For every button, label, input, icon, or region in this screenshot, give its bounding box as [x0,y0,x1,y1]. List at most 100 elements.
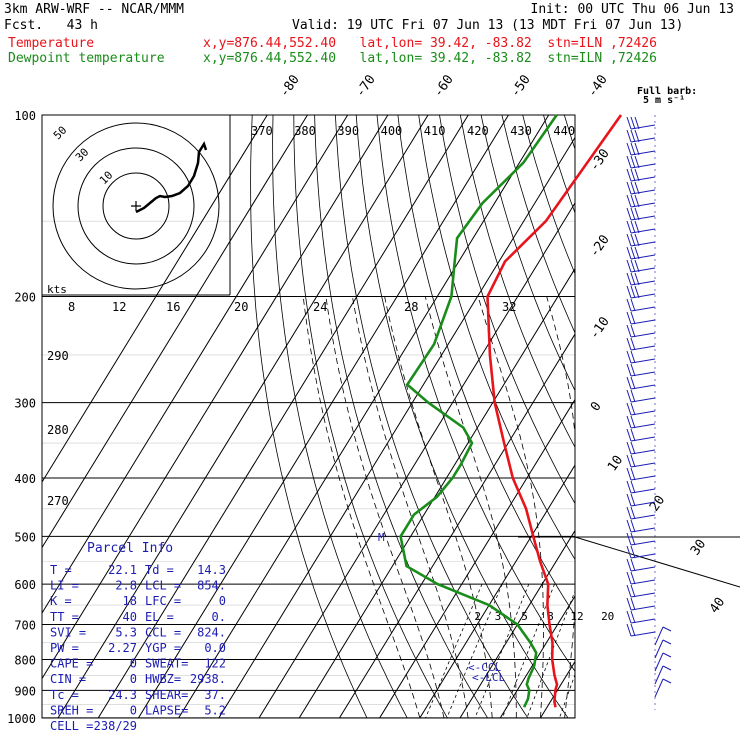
parcel-info-value: CAPE = [50,657,93,671]
dry-adiabat [272,115,408,718]
valid-time: Valid: 19 UTC Fri 07 Jun 13 (13 MDT Fri … [292,18,684,33]
wind-barb [654,639,672,659]
moist-adiabat [325,296,445,718]
theta-label: 380 [294,124,316,138]
hodograph: 10 30 50 kts [42,115,231,296]
moist-adiabat [589,297,627,718]
wind-barb [626,597,656,611]
wind-barb [654,665,672,685]
isotherm-label: -20 [587,232,613,260]
pressure-tick-label: 500 [14,530,36,544]
parcel-info-value: T = [50,563,72,577]
parcel-info-value: 5.3 [115,625,137,639]
parcel-info-value: 854. [197,579,226,593]
wind-barb [626,116,656,130]
dry-adiabat [459,115,575,449]
parcel-info-value: 238/29 [94,719,137,733]
hodo-speed-label: 12 [112,300,126,314]
dewpoint-trace [399,114,558,708]
isotherm-label: -40 [585,72,611,100]
init-time: Init: 00 UTC Thu 06 Jun 13 [530,2,735,17]
isotherm [138,115,509,718]
isotherm [379,398,575,718]
parcel-info-value: K = [50,594,72,608]
dry-adiabat [355,115,569,718]
dry-adiabat [418,115,575,561]
parcel-info-value: 0. [212,610,226,624]
wind-barb [626,519,656,533]
wind-barb [626,337,656,351]
wind-barb [626,623,656,637]
parcel-info-value: EL = [145,610,174,624]
parcel-info-value: 824. [197,625,226,639]
theta-label: 400 [381,124,403,138]
temperature-location: x,y=876.44,552.40 lat,lon= 39.42, -83.82… [203,36,657,51]
mixing-ratio-label: 5 [521,610,528,623]
dry-adiabat [563,115,575,151]
pressure-tick-label: 200 [14,290,36,304]
isotherm [218,136,575,718]
parcel-info-value: 37. [204,688,226,702]
parcel-info: Parcel Info T = 22.1 Td = 14.3 LI = 2.8 LCL = 8… [50,541,226,733]
pressure-tick-label: 800 [14,653,36,667]
mixing-ratio-label: 2 [474,610,481,623]
parcel-info-value: 0 [219,594,226,608]
parcel-info-value: LAPSE= [145,703,188,717]
wind-barb [626,558,656,572]
dry-adiabat [585,115,740,731]
model-title: 3km ARW-WRF -- NCAR/MMM [4,2,185,17]
theta-label: 420 [467,124,489,138]
hodo-speed-label: 28 [404,300,418,314]
dry-adiabat-label: 290 [47,349,69,363]
parcel-info-value: 0.0 [204,641,226,655]
wind-barb [626,324,656,338]
dry-adiabat [335,115,529,718]
isotherm [97,115,469,718]
isotherm [661,115,740,718]
wind-barb [654,652,672,672]
temperature-label: Temperature [8,36,95,51]
plot-frame [41,114,576,719]
isotherm [459,529,575,718]
parcel-info-value: LI = [50,579,79,593]
dry-adiabat [250,115,368,718]
wind-barb [626,454,656,468]
isotherm-label: 10 [605,453,626,474]
parcel-info-value: 18 [123,594,137,608]
wind-barb [626,155,656,169]
wind-barb [626,142,656,156]
parcel-info-value: Tc = [50,688,79,702]
isotherm [42,115,268,484]
isotherm [419,464,575,718]
isotherm [298,267,575,718]
dewpoint-location: x,y=876.44,552.40 lat,lon= 39.42, -83.82… [203,51,657,66]
wind-barb [626,441,656,455]
isotherm [42,115,308,549]
parcel-info-value: 0 [130,703,137,717]
isotherm [178,115,550,718]
dry-adiabat [627,115,740,731]
parcel-info-value: HWBZ= [145,672,181,686]
parcel-info-value: 122 [204,657,226,671]
parcel-info-value: SHEAR= [145,688,188,702]
theta-label: 430 [510,124,532,138]
isotherm-label: -60 [431,72,457,100]
isotherm-label: -70 [353,72,379,100]
wind-barb [626,363,656,377]
mixing-ratio-label: 3 [495,610,502,623]
isotherm [581,115,740,718]
parcel-info-value: 5.2 [204,703,226,717]
dewpoint-label: Dewpoint temperature [8,51,165,66]
hodo-speed-label: 24 [313,300,327,314]
parcel-info-value: CELL = [50,719,93,733]
barb-legend-title: Full barb: [637,86,697,97]
parcel-info-value: 2938. [190,672,226,686]
wind-barb [626,389,656,403]
dry-adiabat-label: 280 [47,423,69,437]
pressure-tick-label: 400 [14,472,36,486]
parcel-info-value: LCL = [145,579,181,593]
isotherm [42,115,349,615]
parcel-info-value: 2.8 [115,579,137,593]
wind-barb [626,272,656,286]
wind-barb [626,181,656,195]
